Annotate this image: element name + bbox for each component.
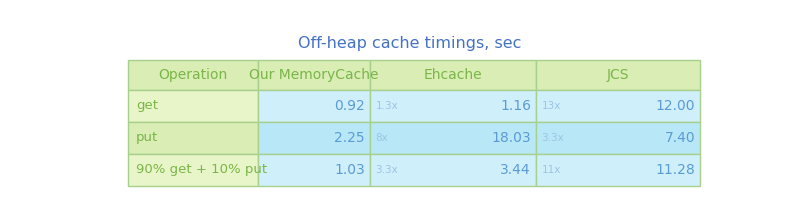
Text: 90% get + 10% put: 90% get + 10% put bbox=[136, 163, 267, 176]
Text: Operation: Operation bbox=[158, 68, 228, 82]
Text: Our MemoryCache: Our MemoryCache bbox=[250, 68, 379, 82]
Text: 3.44: 3.44 bbox=[500, 163, 531, 177]
Text: 1.03: 1.03 bbox=[334, 163, 365, 177]
Text: 11x: 11x bbox=[542, 165, 561, 175]
Text: Ehcache: Ehcache bbox=[424, 68, 482, 82]
Text: 18.03: 18.03 bbox=[491, 131, 531, 145]
Text: 8x: 8x bbox=[375, 133, 388, 143]
Text: 3.3x: 3.3x bbox=[542, 133, 564, 143]
Bar bbox=[536, 122, 700, 154]
Text: 11.28: 11.28 bbox=[655, 163, 695, 177]
Text: 13x: 13x bbox=[542, 101, 561, 111]
Bar bbox=[536, 154, 700, 186]
Text: 12.00: 12.00 bbox=[656, 99, 695, 113]
Bar bbox=[258, 122, 370, 154]
Bar bbox=[536, 90, 700, 122]
Bar bbox=[536, 60, 700, 90]
Bar bbox=[128, 60, 258, 90]
Text: JCS: JCS bbox=[606, 68, 630, 82]
Text: 1.3x: 1.3x bbox=[375, 101, 398, 111]
Bar bbox=[258, 154, 370, 186]
Bar bbox=[258, 90, 370, 122]
Bar bbox=[370, 90, 536, 122]
Text: 1.16: 1.16 bbox=[500, 99, 531, 113]
Text: put: put bbox=[136, 131, 158, 144]
Bar bbox=[370, 122, 536, 154]
Text: 2.25: 2.25 bbox=[334, 131, 365, 145]
Bar bbox=[128, 90, 258, 122]
Text: 7.40: 7.40 bbox=[665, 131, 695, 145]
Text: get: get bbox=[136, 99, 158, 112]
Bar bbox=[258, 60, 370, 90]
Text: 3.3x: 3.3x bbox=[375, 165, 398, 175]
Bar bbox=[370, 154, 536, 186]
Text: Off-heap cache timings, sec: Off-heap cache timings, sec bbox=[298, 36, 522, 51]
Text: 0.92: 0.92 bbox=[334, 99, 365, 113]
Bar bbox=[370, 60, 536, 90]
Bar bbox=[128, 154, 258, 186]
Bar bbox=[128, 122, 258, 154]
